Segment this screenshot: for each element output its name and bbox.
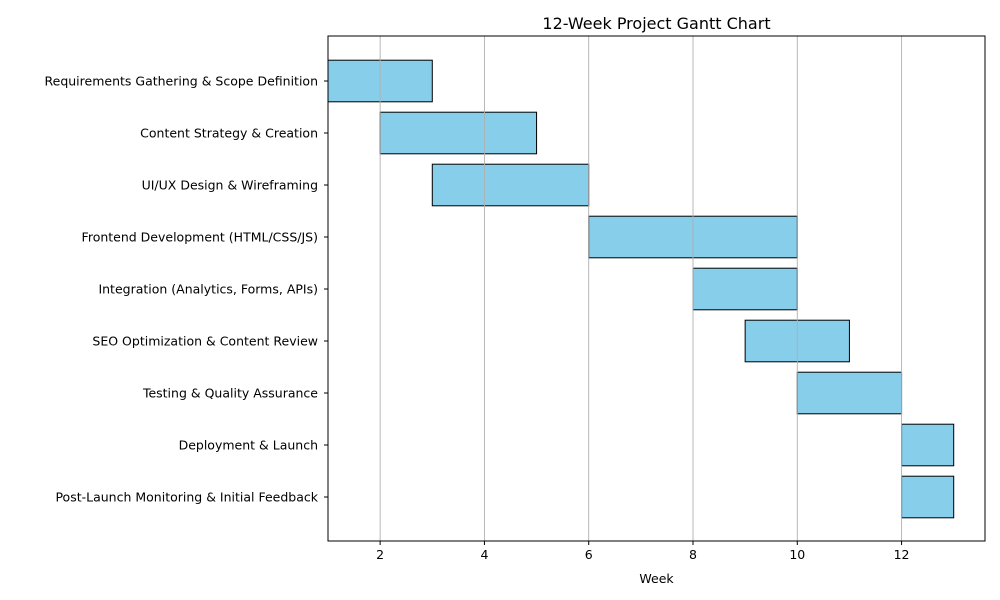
x-tick-label: 12 bbox=[894, 547, 910, 562]
task-label: Integration (Analytics, Forms, APIs) bbox=[98, 282, 318, 297]
x-tick-label: 4 bbox=[480, 547, 488, 562]
gantt-bar bbox=[901, 423, 955, 467]
task-label: Deployment & Launch bbox=[179, 438, 318, 453]
task-label: SEO Optimization & Content Review bbox=[92, 334, 318, 349]
task-label: UI/UX Design & Wireframing bbox=[142, 178, 318, 193]
gantt-bar bbox=[431, 163, 590, 207]
gantt-bar bbox=[796, 371, 903, 415]
gantt-bar bbox=[692, 267, 798, 311]
gantt-bar bbox=[379, 111, 538, 155]
y-axis-labels: Requirements Gathering & Scope Definitio… bbox=[45, 74, 328, 505]
task-label: Requirements Gathering & Scope Definitio… bbox=[45, 74, 318, 89]
x-tick-label: 10 bbox=[789, 547, 805, 562]
x-tick-label: 2 bbox=[376, 547, 384, 562]
x-tick-label: 6 bbox=[585, 547, 593, 562]
task-label: Testing & Quality Assurance bbox=[142, 386, 318, 401]
grid-layer bbox=[379, 36, 903, 541]
task-label: Content Strategy & Creation bbox=[140, 126, 318, 141]
chart-title: 12-Week Project Gantt Chart bbox=[542, 14, 770, 33]
task-label: Frontend Development (HTML/CSS/JS) bbox=[82, 230, 318, 245]
bar-layer bbox=[327, 59, 955, 519]
task-label: Post-Launch Monitoring & Initial Feedbac… bbox=[55, 490, 318, 505]
x-tick-label: 8 bbox=[689, 547, 697, 562]
x-axis-label: Week bbox=[639, 571, 674, 586]
gantt-bar bbox=[901, 475, 955, 519]
x-axis-ticks: 2 4 6 8 10 12 bbox=[376, 541, 910, 562]
